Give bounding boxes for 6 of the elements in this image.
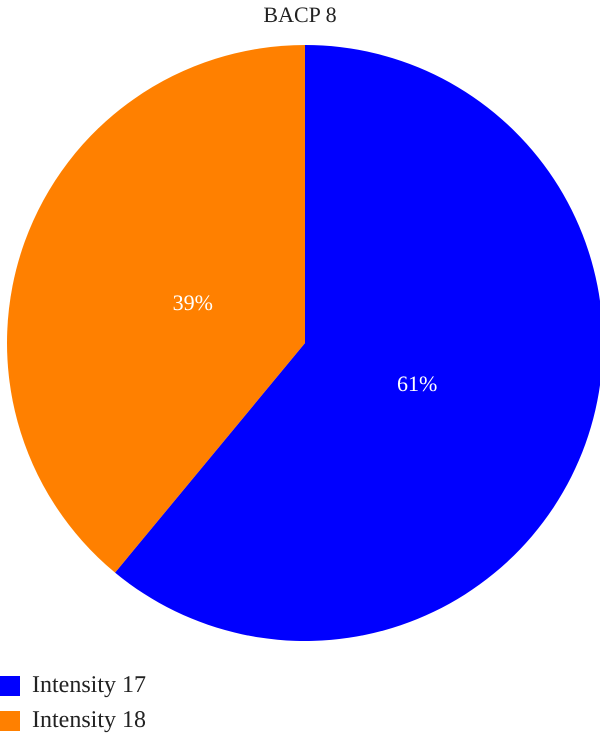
data-label: 39% bbox=[172, 290, 214, 316]
pie-slice bbox=[7, 45, 305, 573]
data-label: 61% bbox=[396, 370, 438, 396]
chart-title: BACP 8 bbox=[262, 2, 338, 28]
legend-label: Intensity 18 bbox=[32, 707, 146, 734]
legend-label: Intensity 17 bbox=[32, 672, 146, 699]
